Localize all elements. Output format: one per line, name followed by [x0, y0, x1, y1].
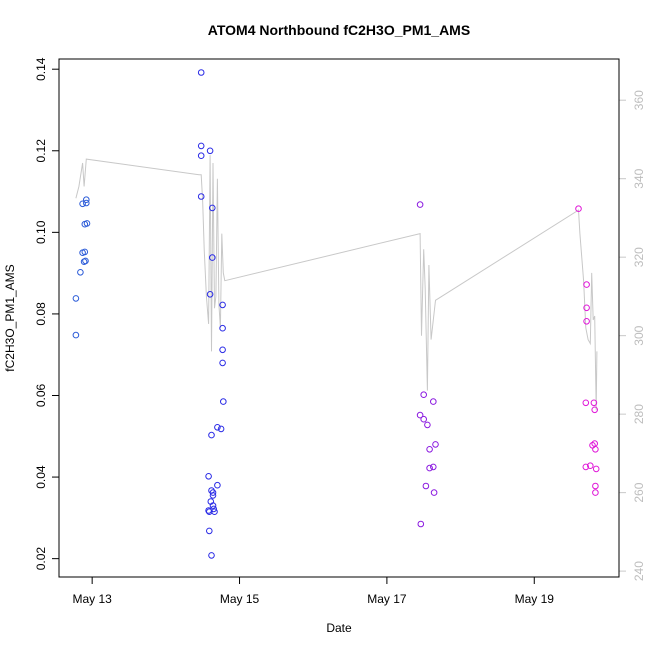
- data-point: [582, 399, 590, 407]
- data-point: [219, 324, 226, 332]
- data-point: [590, 399, 598, 407]
- y2-tick-label: 360: [632, 90, 646, 110]
- y-tick-label: 0.14: [34, 57, 48, 81]
- y2-tick-label: 260: [632, 482, 646, 502]
- data-point: [426, 464, 433, 472]
- data-point: [432, 441, 439, 448]
- data-point: [77, 269, 84, 276]
- data-point: [208, 431, 215, 439]
- y2-tick-label: 280: [632, 404, 646, 424]
- y-tick-label: 0.08: [34, 302, 48, 326]
- data-point: [592, 446, 599, 453]
- data-point: [83, 196, 90, 203]
- data-point: [209, 489, 217, 496]
- data-point: [416, 411, 424, 419]
- altitude-line: [75, 155, 598, 411]
- y-axis-label: fC2H3O_PM1_AMS: [3, 264, 17, 371]
- data-point: [208, 552, 215, 559]
- data-point: [82, 257, 89, 265]
- data-point: [81, 248, 89, 256]
- data-point: [206, 527, 213, 535]
- data-point: [592, 482, 599, 490]
- data-point: [587, 462, 594, 470]
- axes-layer: May 13 May 15 May 17 May 19 0.02 0.04 0.06 0.08…: [34, 57, 646, 606]
- data-point: [219, 346, 226, 354]
- data-point: [206, 291, 214, 298]
- data-point: [210, 505, 217, 513]
- data-point: [591, 406, 599, 414]
- data-point: [197, 142, 205, 150]
- data-point: [197, 69, 205, 76]
- data-point: [72, 295, 80, 302]
- x-tick-label: May 19: [515, 592, 555, 606]
- x-tick-label: May 15: [220, 592, 260, 606]
- data-point: [592, 465, 600, 473]
- y2-tick-label: 320: [632, 247, 646, 267]
- data-point: [219, 301, 226, 309]
- data-point: [206, 147, 214, 155]
- data-point: [583, 318, 590, 325]
- data-point: [582, 463, 590, 471]
- data-point: [79, 200, 86, 208]
- y-tick-label: 0.04: [34, 465, 48, 489]
- data-point: [220, 398, 227, 405]
- data-point: [214, 424, 221, 431]
- data-point: [83, 220, 91, 227]
- data-point: [209, 204, 216, 212]
- chart-title: ATOM4 Northbound fC2H3O_PM1_AMS: [208, 22, 470, 38]
- y-tick-label: 0.10: [34, 220, 48, 244]
- data-point: [209, 254, 216, 261]
- data-point: [430, 463, 437, 471]
- data-point: [430, 398, 437, 405]
- y2-tick-label: 240: [632, 561, 646, 581]
- y-tick-label: 0.02: [34, 547, 48, 571]
- data-point: [420, 391, 428, 399]
- data-point: [426, 446, 433, 453]
- data-point: [583, 281, 590, 288]
- data-point: [592, 489, 599, 496]
- y2-tick-label: 340: [632, 168, 646, 188]
- x-tick-label: May 13: [72, 592, 112, 606]
- data-point: [219, 359, 226, 367]
- data-point: [424, 421, 431, 429]
- data-point: [583, 304, 590, 312]
- y2-tick-label: 300: [632, 325, 646, 345]
- data-point: [72, 331, 80, 339]
- data-point: [217, 425, 225, 433]
- data-point: [205, 473, 212, 480]
- y-tick-label: 0.12: [34, 139, 48, 163]
- x-tick-label: May 17: [367, 592, 407, 606]
- data-point: [211, 508, 218, 516]
- data-point: [575, 205, 582, 212]
- y-tick-label: 0.06: [34, 383, 48, 407]
- data-point: [422, 482, 430, 490]
- plot-frame: [58, 58, 620, 578]
- secondary-line-layer: [75, 155, 598, 411]
- x-axis-label: Date: [326, 621, 352, 635]
- points-layer: [72, 69, 600, 559]
- data-point: [209, 492, 217, 499]
- data-point: [430, 489, 438, 496]
- data-point: [214, 481, 221, 489]
- data-point: [197, 193, 205, 200]
- data-point: [83, 199, 90, 207]
- data-point: [209, 502, 217, 509]
- data-point: [197, 152, 205, 159]
- data-point: [416, 201, 424, 208]
- data-point: [420, 415, 428, 423]
- data-point: [417, 520, 425, 528]
